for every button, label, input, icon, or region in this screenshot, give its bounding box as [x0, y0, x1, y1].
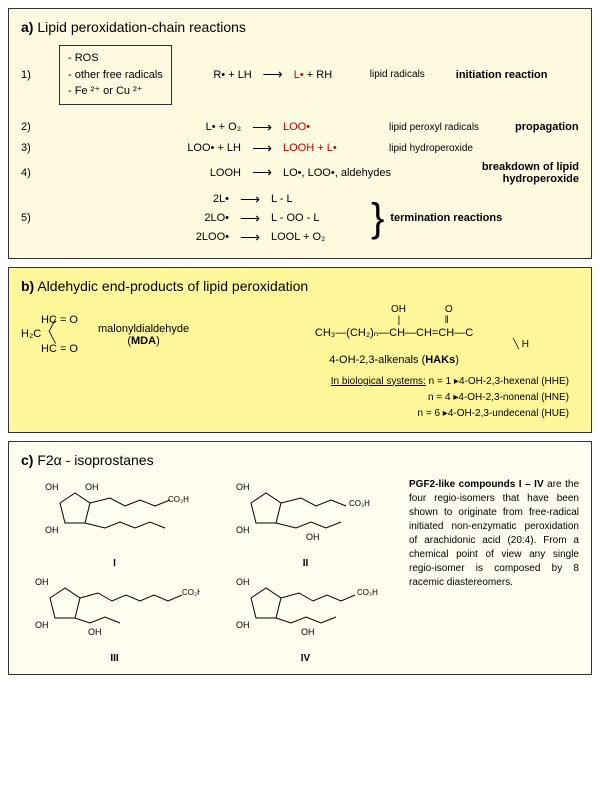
arrow-icon: ⟶	[235, 191, 265, 208]
svg-text:OH: OH	[88, 627, 102, 637]
termination-block: 5) 2L• ⟶ L - L 2LO• ⟶ L - OO - L 2LOO• ⟶…	[21, 189, 579, 248]
rxn2-label: propagation	[515, 121, 579, 133]
reaction-2: 2) L• + O₂ ⟶ LOO• lipid peroxyl radicals…	[21, 119, 579, 136]
panel-a-title-text: Lipid peroxidation-chain reactions	[37, 19, 246, 35]
panel-b-title-text: Aldehydic end-products of lipid peroxida…	[37, 278, 308, 294]
bio-header: In biological systems:	[331, 376, 426, 387]
svg-text:OH: OH	[236, 577, 250, 587]
isoprostane-description: PGF2-like compounds I – IV are the four …	[409, 478, 579, 664]
rxn3-note: lipid hydroperoxide	[389, 143, 509, 154]
rxn2-rhs: LOO•	[283, 121, 383, 133]
rxn2-num: 2)	[21, 121, 39, 133]
arrow-icon: ⟶	[258, 66, 288, 83]
isoprostane-structures: OH OH OH CO₂H I OH OH CO₂H OH	[21, 478, 399, 664]
term-line-2: 2LO• ⟶ L - OO - L	[149, 210, 371, 227]
rxn3-lhs: LOO• + LH	[161, 142, 241, 154]
panel-a-title: a) Lipid peroxidation-chain reactions	[21, 19, 579, 35]
panel-b: b) Aldehydic end-products of lipid perox…	[8, 267, 592, 433]
iso-label-I: I	[113, 558, 116, 569]
svg-text:CO₂H: CO₂H	[168, 495, 189, 504]
isoprostane-I: OH OH OH CO₂H I	[21, 478, 208, 569]
svg-text:OH: OH	[301, 627, 315, 637]
rxn3-num: 3)	[21, 142, 39, 154]
panel-c: c) F2α - isoprostanes OH OH OH CO₂H I OH	[8, 441, 592, 675]
panel-b-title: b) Aldehydic end-products of lipid perox…	[21, 278, 579, 294]
svg-text:OH: OH	[35, 577, 49, 587]
svg-text:OH: OH	[306, 532, 320, 542]
iso-label-IV: IV	[301, 653, 310, 664]
arrow-icon: ⟶	[235, 210, 265, 227]
termination-label: termination reactions	[390, 212, 579, 224]
svg-text:OH: OH	[236, 525, 250, 535]
svg-text:CO₂H: CO₂H	[349, 499, 370, 508]
isoprostane-grid: OH OH OH CO₂H I OH OH CO₂H OH	[21, 478, 579, 664]
rxn3-rhs: LOOH + L•	[283, 142, 383, 154]
svg-text:CO₂H: CO₂H	[357, 588, 378, 597]
reaction-1: R• + LH ⟶ L• + RH lipid radicals initiat…	[192, 66, 579, 83]
term-line-1: 2L• ⟶ L - L	[149, 191, 371, 208]
rxn1-rhs: L• + RH	[294, 69, 364, 81]
panel-c-title-text: F2α - isoprostanes	[37, 452, 153, 468]
inset-line-2: - other free radicals	[68, 67, 163, 84]
panel-a-letter: a)	[21, 19, 33, 35]
svg-text:OH: OH	[45, 525, 59, 535]
svg-text:OH: OH	[236, 620, 250, 630]
inset-line-1: - ROS	[68, 50, 163, 67]
rxn4-rhs: LO•, LOO•, aldehydes	[283, 167, 413, 179]
initiators-box: - ROS - other free radicals - Fe ²⁺ or C…	[59, 45, 172, 105]
iso-label-III: III	[110, 653, 118, 664]
svg-text:OH: OH	[85, 482, 99, 492]
mda-structure: HC = O H₂C╱╲ HC = O	[21, 313, 78, 356]
panel-c-title: c) F2α - isoprostanes	[21, 452, 579, 468]
haks-structure: OH O | ‖ CH₃—(CH₂)ₙ—CH—CH=CH—C ╲ H 4-OH-…	[209, 304, 579, 366]
isoprostane-II: OH OH CO₂H OH II	[212, 478, 399, 569]
reaction-3: 3) LOO• + LH ⟶ LOOH + L• lipid hydropero…	[21, 140, 579, 157]
brace-icon: }	[371, 206, 384, 230]
panel-b-letter: b)	[21, 278, 34, 294]
arrow-icon: ⟶	[235, 229, 265, 246]
rxn-1-num: 1)	[21, 69, 39, 81]
rxn4-lhs: LOOH	[161, 167, 241, 179]
rxn4-label: breakdown of lipid hydroperoxide	[419, 161, 579, 185]
svg-text:OH: OH	[236, 482, 250, 492]
rxn4-num: 4)	[21, 167, 39, 179]
rxn5-num: 5)	[21, 212, 39, 224]
biological-systems-list: In biological systems: n = 1 ▸4-OH-2,3-h…	[21, 374, 579, 422]
arrow-icon: ⟶	[247, 119, 277, 136]
rxn1-lhs: R• + LH	[192, 69, 252, 81]
arrow-icon: ⟶	[247, 140, 277, 157]
svg-text:OH: OH	[35, 620, 49, 630]
panel-a: a) Lipid peroxidation-chain reactions 1)…	[8, 8, 592, 259]
svg-text:OH: OH	[45, 482, 59, 492]
rxn2-lhs: L• + O₂	[161, 121, 241, 133]
svg-text:CO₂H: CO₂H	[182, 588, 200, 597]
rxn1-note: lipid radicals	[370, 69, 450, 80]
isoprostane-III: OH OH CO₂H OH III	[21, 573, 208, 664]
iso-label-II: II	[303, 558, 309, 569]
isoprostane-IV: OH OH CO₂H OH IV	[212, 573, 399, 664]
rxn2-note: lipid peroxyl radicals	[389, 122, 509, 133]
rxn1-label: initiation reaction	[456, 69, 579, 81]
arrow-icon: ⟶	[247, 164, 277, 181]
term-line-3: 2LOO• ⟶ LOOL + O₂	[149, 229, 371, 246]
reaction-4: 4) LOOH ⟶ LO•, LOO•, aldehydes breakdown…	[21, 161, 579, 185]
panel-c-letter: c)	[21, 452, 33, 468]
mda-name: malonyldialdehyde (MDA)	[98, 323, 189, 347]
aldehyde-structures: HC = O H₂C╱╲ HC = O malonyldialdehyde (M…	[21, 304, 579, 366]
inset-line-3: - Fe ²⁺ or Cu ²⁺	[68, 83, 163, 100]
